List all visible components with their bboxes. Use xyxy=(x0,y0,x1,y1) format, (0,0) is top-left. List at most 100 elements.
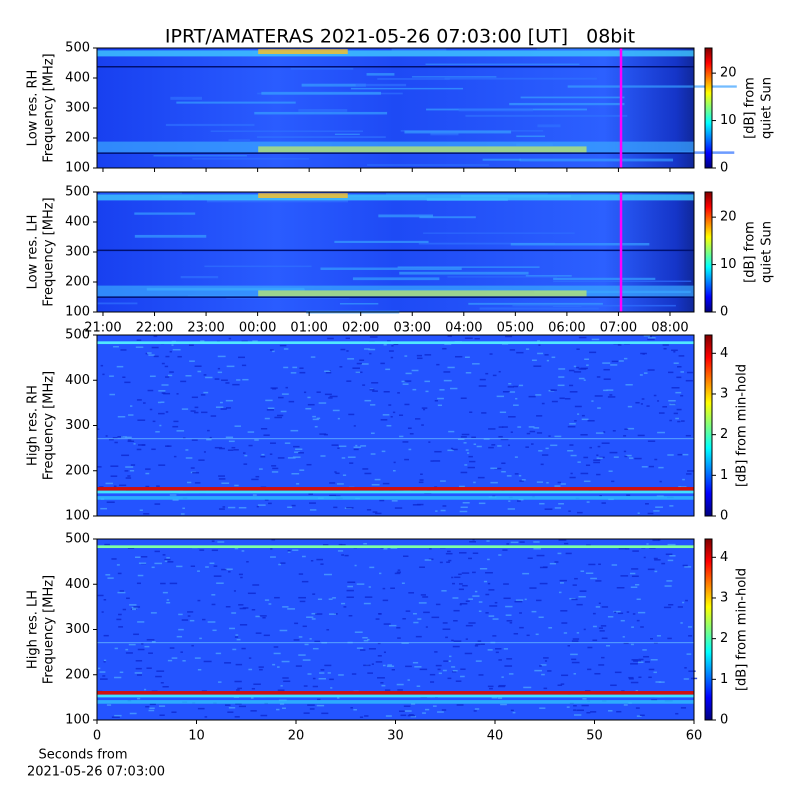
spectrogram-noise xyxy=(625,454,632,457)
spectrogram-noise xyxy=(576,632,580,634)
spectrogram-noise xyxy=(139,509,143,511)
spectrogram-noise xyxy=(680,371,684,373)
spectrogram-noise xyxy=(374,478,381,481)
spectrogram-noise xyxy=(127,440,135,443)
spectrogram-noise xyxy=(165,411,169,413)
spectrogram-noise xyxy=(429,673,436,676)
spectrogram-noise xyxy=(197,370,202,373)
colorbar-tick-label: 4 xyxy=(720,346,728,361)
spectrogram-noise xyxy=(129,469,135,472)
spectrogram-noise xyxy=(669,555,676,557)
spectrogram-noise xyxy=(624,455,628,458)
spectrogram-noise xyxy=(616,587,625,589)
spectrogram-noise xyxy=(136,399,142,401)
spectrogram-streak xyxy=(366,164,489,166)
spectrogram-noise xyxy=(347,358,355,360)
spectrogram-noise xyxy=(518,384,524,387)
spectrogram-noise xyxy=(434,450,442,453)
spectrogram-noise xyxy=(673,351,676,353)
spectrogram-noise xyxy=(583,379,586,381)
spectrogram-noise xyxy=(404,710,412,712)
spectrogram-noise xyxy=(655,506,663,508)
spectrogram-noise xyxy=(423,611,430,614)
spectrogram-noise xyxy=(404,403,410,406)
spectrogram-noise xyxy=(324,393,332,396)
spectrogram-noise xyxy=(601,606,609,608)
spectrogram-noise xyxy=(409,433,414,435)
spectrogram-noise xyxy=(586,544,591,547)
spectrogram-noise xyxy=(537,340,540,342)
spectrogram-noise xyxy=(353,448,359,451)
colorbar-tick-label: 1 xyxy=(720,672,728,687)
spectrogram-noise xyxy=(441,590,447,592)
spectrogram-noise xyxy=(442,628,451,630)
spectrogram-noise xyxy=(465,372,472,374)
spectrogram-noise xyxy=(487,649,493,651)
spectrogram-noise xyxy=(584,690,591,692)
spectrogram-streak xyxy=(355,83,407,87)
spectrogram-noise xyxy=(279,629,288,632)
spectrogram-noise xyxy=(203,451,206,453)
spectrogram-noise xyxy=(133,443,136,445)
spectrogram-noise xyxy=(329,395,338,398)
spectrogram-noise xyxy=(425,390,429,393)
spectrogram-noise xyxy=(623,435,627,437)
spectrogram-noise xyxy=(576,603,583,606)
x-axis-label: Seconds from xyxy=(38,748,127,763)
spectrogram-noise xyxy=(362,384,366,386)
spectrogram-noise xyxy=(105,482,113,485)
spectrogram-noise xyxy=(309,708,315,710)
spectrogram-noise xyxy=(342,474,347,476)
spectrogram-noise xyxy=(611,480,615,483)
spectrogram-line xyxy=(97,249,694,252)
spectrogram-noise xyxy=(508,673,514,675)
spectrogram-noise xyxy=(391,500,398,502)
spectrogram-noise xyxy=(347,585,353,588)
spectrogram-noise xyxy=(472,552,479,554)
spectrogram-noise xyxy=(502,426,508,428)
spectrogram-noise xyxy=(158,412,165,415)
spectrogram-noise xyxy=(531,443,534,445)
spectrogram-noise xyxy=(253,683,261,685)
colorbar-tick-label: 4 xyxy=(720,550,728,565)
colorbar-label: [dB] from min-hold xyxy=(735,364,750,487)
spectrogram-noise xyxy=(671,349,678,352)
spectrogram-noise xyxy=(298,636,303,638)
spectrogram-noise xyxy=(588,563,596,566)
spectrogram-noise xyxy=(424,559,432,561)
spectrogram-noise xyxy=(225,436,234,439)
spectrogram-noise xyxy=(103,634,109,637)
spectrogram-noise xyxy=(299,367,304,369)
spectrogram-noise xyxy=(411,703,416,705)
spectrogram-noise xyxy=(109,393,115,396)
spectrogram-noise xyxy=(452,448,458,451)
spectrogram-noise xyxy=(299,469,305,471)
spectrogram-noise xyxy=(459,552,467,554)
spectrogram-noise xyxy=(443,371,451,373)
spectrogram-noise xyxy=(474,708,480,710)
spectrogram-noise xyxy=(423,408,426,411)
spectrogram-noise xyxy=(492,618,499,620)
spectrogram-noise xyxy=(557,481,562,484)
spectrogram-noise xyxy=(225,382,230,384)
spectrogram-noise xyxy=(541,454,549,456)
spectrogram-noise xyxy=(590,711,597,713)
spectrogram-noise xyxy=(280,410,287,413)
spectrogram-noise xyxy=(583,628,586,631)
spectrogram-noise xyxy=(324,664,332,667)
x-tick-label: 10 xyxy=(188,729,205,744)
spectrogram-noise xyxy=(287,457,296,459)
spectrogram-noise xyxy=(344,554,349,557)
spectrogram-noise xyxy=(643,556,646,559)
spectrogram-noise xyxy=(489,353,493,355)
spectrogram-noise xyxy=(317,598,323,601)
x-tick-label: 50 xyxy=(586,729,603,744)
spectrogram-line xyxy=(97,296,694,298)
spectrogram-band xyxy=(97,694,694,698)
spectrogram-noise xyxy=(185,375,192,377)
spectrogram-noise xyxy=(221,568,227,571)
spectrogram-noise xyxy=(291,504,296,507)
spectrogram-noise xyxy=(654,570,658,573)
spectrogram-noise xyxy=(469,411,473,414)
y-axis-label: Frequency [MHz] xyxy=(42,575,57,684)
